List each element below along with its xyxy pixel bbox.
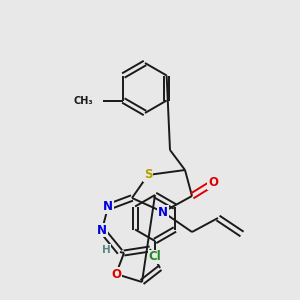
- Text: O: O: [208, 176, 218, 190]
- Text: S: S: [144, 169, 152, 182]
- Text: N: N: [158, 206, 168, 218]
- Text: N: N: [97, 224, 107, 236]
- Text: CH₃: CH₃: [74, 95, 93, 106]
- Text: Cl: Cl: [148, 250, 161, 263]
- Text: N: N: [103, 200, 113, 214]
- Text: O: O: [111, 268, 121, 281]
- Text: H: H: [102, 245, 110, 255]
